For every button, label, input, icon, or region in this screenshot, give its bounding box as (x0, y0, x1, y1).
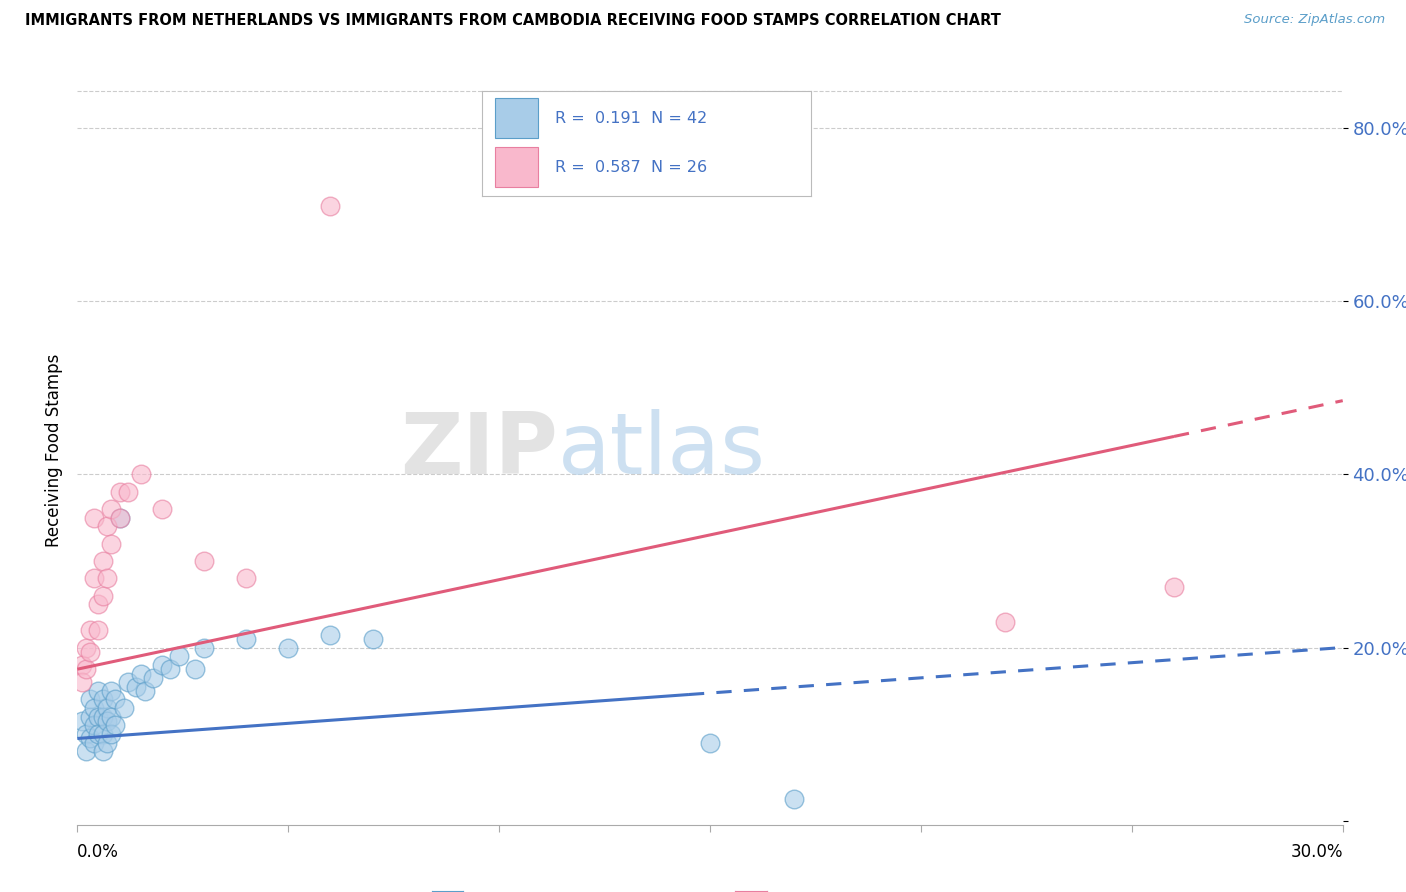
Point (83, 571, 105, 585)
Point (100, 727, 122, 741)
Point (125, 680, 148, 694)
Point (235, 632, 257, 646)
Point (112, 701, 135, 715)
Point (70, 675, 93, 690)
Point (319, 199, 342, 213)
Text: 0.0%: 0.0% (77, 843, 120, 861)
Point (91, 554, 114, 568)
Point (96, 714, 118, 728)
Point (1163, 580, 1185, 594)
Point (96, 519, 118, 533)
Text: 30.0%: 30.0% (1291, 843, 1343, 861)
Point (79, 624, 101, 638)
Point (108, 510, 131, 524)
Point (83, 701, 105, 715)
Point (70, 714, 93, 728)
Text: IMMIGRANTS FROM NETHERLANDS VS IMMIGRANTS FROM CAMBODIA RECEIVING FOOD STAMPS CO: IMMIGRANTS FROM NETHERLANDS VS IMMIGRANT… (25, 13, 1001, 29)
Point (994, 615, 1017, 629)
Text: Source: ZipAtlas.com: Source: ZipAtlas.com (1244, 13, 1385, 27)
Point (70, 657, 93, 672)
Point (361, 632, 384, 646)
Point (150, 502, 173, 516)
Point (277, 640, 299, 655)
Point (129, 666, 152, 681)
Y-axis label: Receiving Food Stamps: Receiving Food Stamps (45, 354, 63, 547)
Point (96, 701, 118, 715)
Point (108, 484, 131, 499)
Point (96, 571, 118, 585)
Point (319, 627, 342, 641)
Point (87, 727, 110, 741)
Point (75, 727, 97, 741)
Point (75, 640, 97, 655)
Point (117, 675, 139, 690)
Point (783, 792, 806, 806)
Point (104, 692, 127, 706)
Point (91, 589, 114, 603)
Point (108, 510, 131, 524)
Point (117, 484, 139, 499)
Point (79, 710, 101, 724)
Point (134, 683, 156, 698)
Point (167, 649, 190, 664)
Point (91, 710, 114, 724)
Point (150, 657, 173, 672)
Point (100, 536, 122, 550)
Point (87, 597, 110, 611)
Point (83, 510, 105, 524)
Point (91, 744, 114, 758)
Point (142, 671, 165, 685)
Point (87, 624, 110, 638)
Text: ZIP: ZIP (401, 409, 558, 492)
Point (100, 710, 122, 724)
Point (184, 662, 207, 676)
Text: atlas: atlas (558, 409, 766, 492)
Point (75, 744, 97, 758)
Point (83, 736, 105, 750)
Point (87, 710, 110, 724)
Point (159, 662, 181, 676)
Point (91, 727, 114, 741)
Point (235, 571, 257, 585)
Point (91, 692, 114, 706)
Point (79, 692, 101, 706)
Point (96, 736, 118, 750)
Point (83, 718, 105, 732)
Point (87, 683, 110, 698)
Point (193, 640, 215, 655)
Point (79, 645, 101, 659)
Point (100, 502, 122, 516)
Point (129, 467, 152, 482)
Point (75, 662, 97, 676)
Point (699, 736, 721, 750)
Point (100, 683, 122, 698)
Point (104, 718, 127, 732)
Point (79, 731, 101, 746)
Point (193, 554, 215, 568)
